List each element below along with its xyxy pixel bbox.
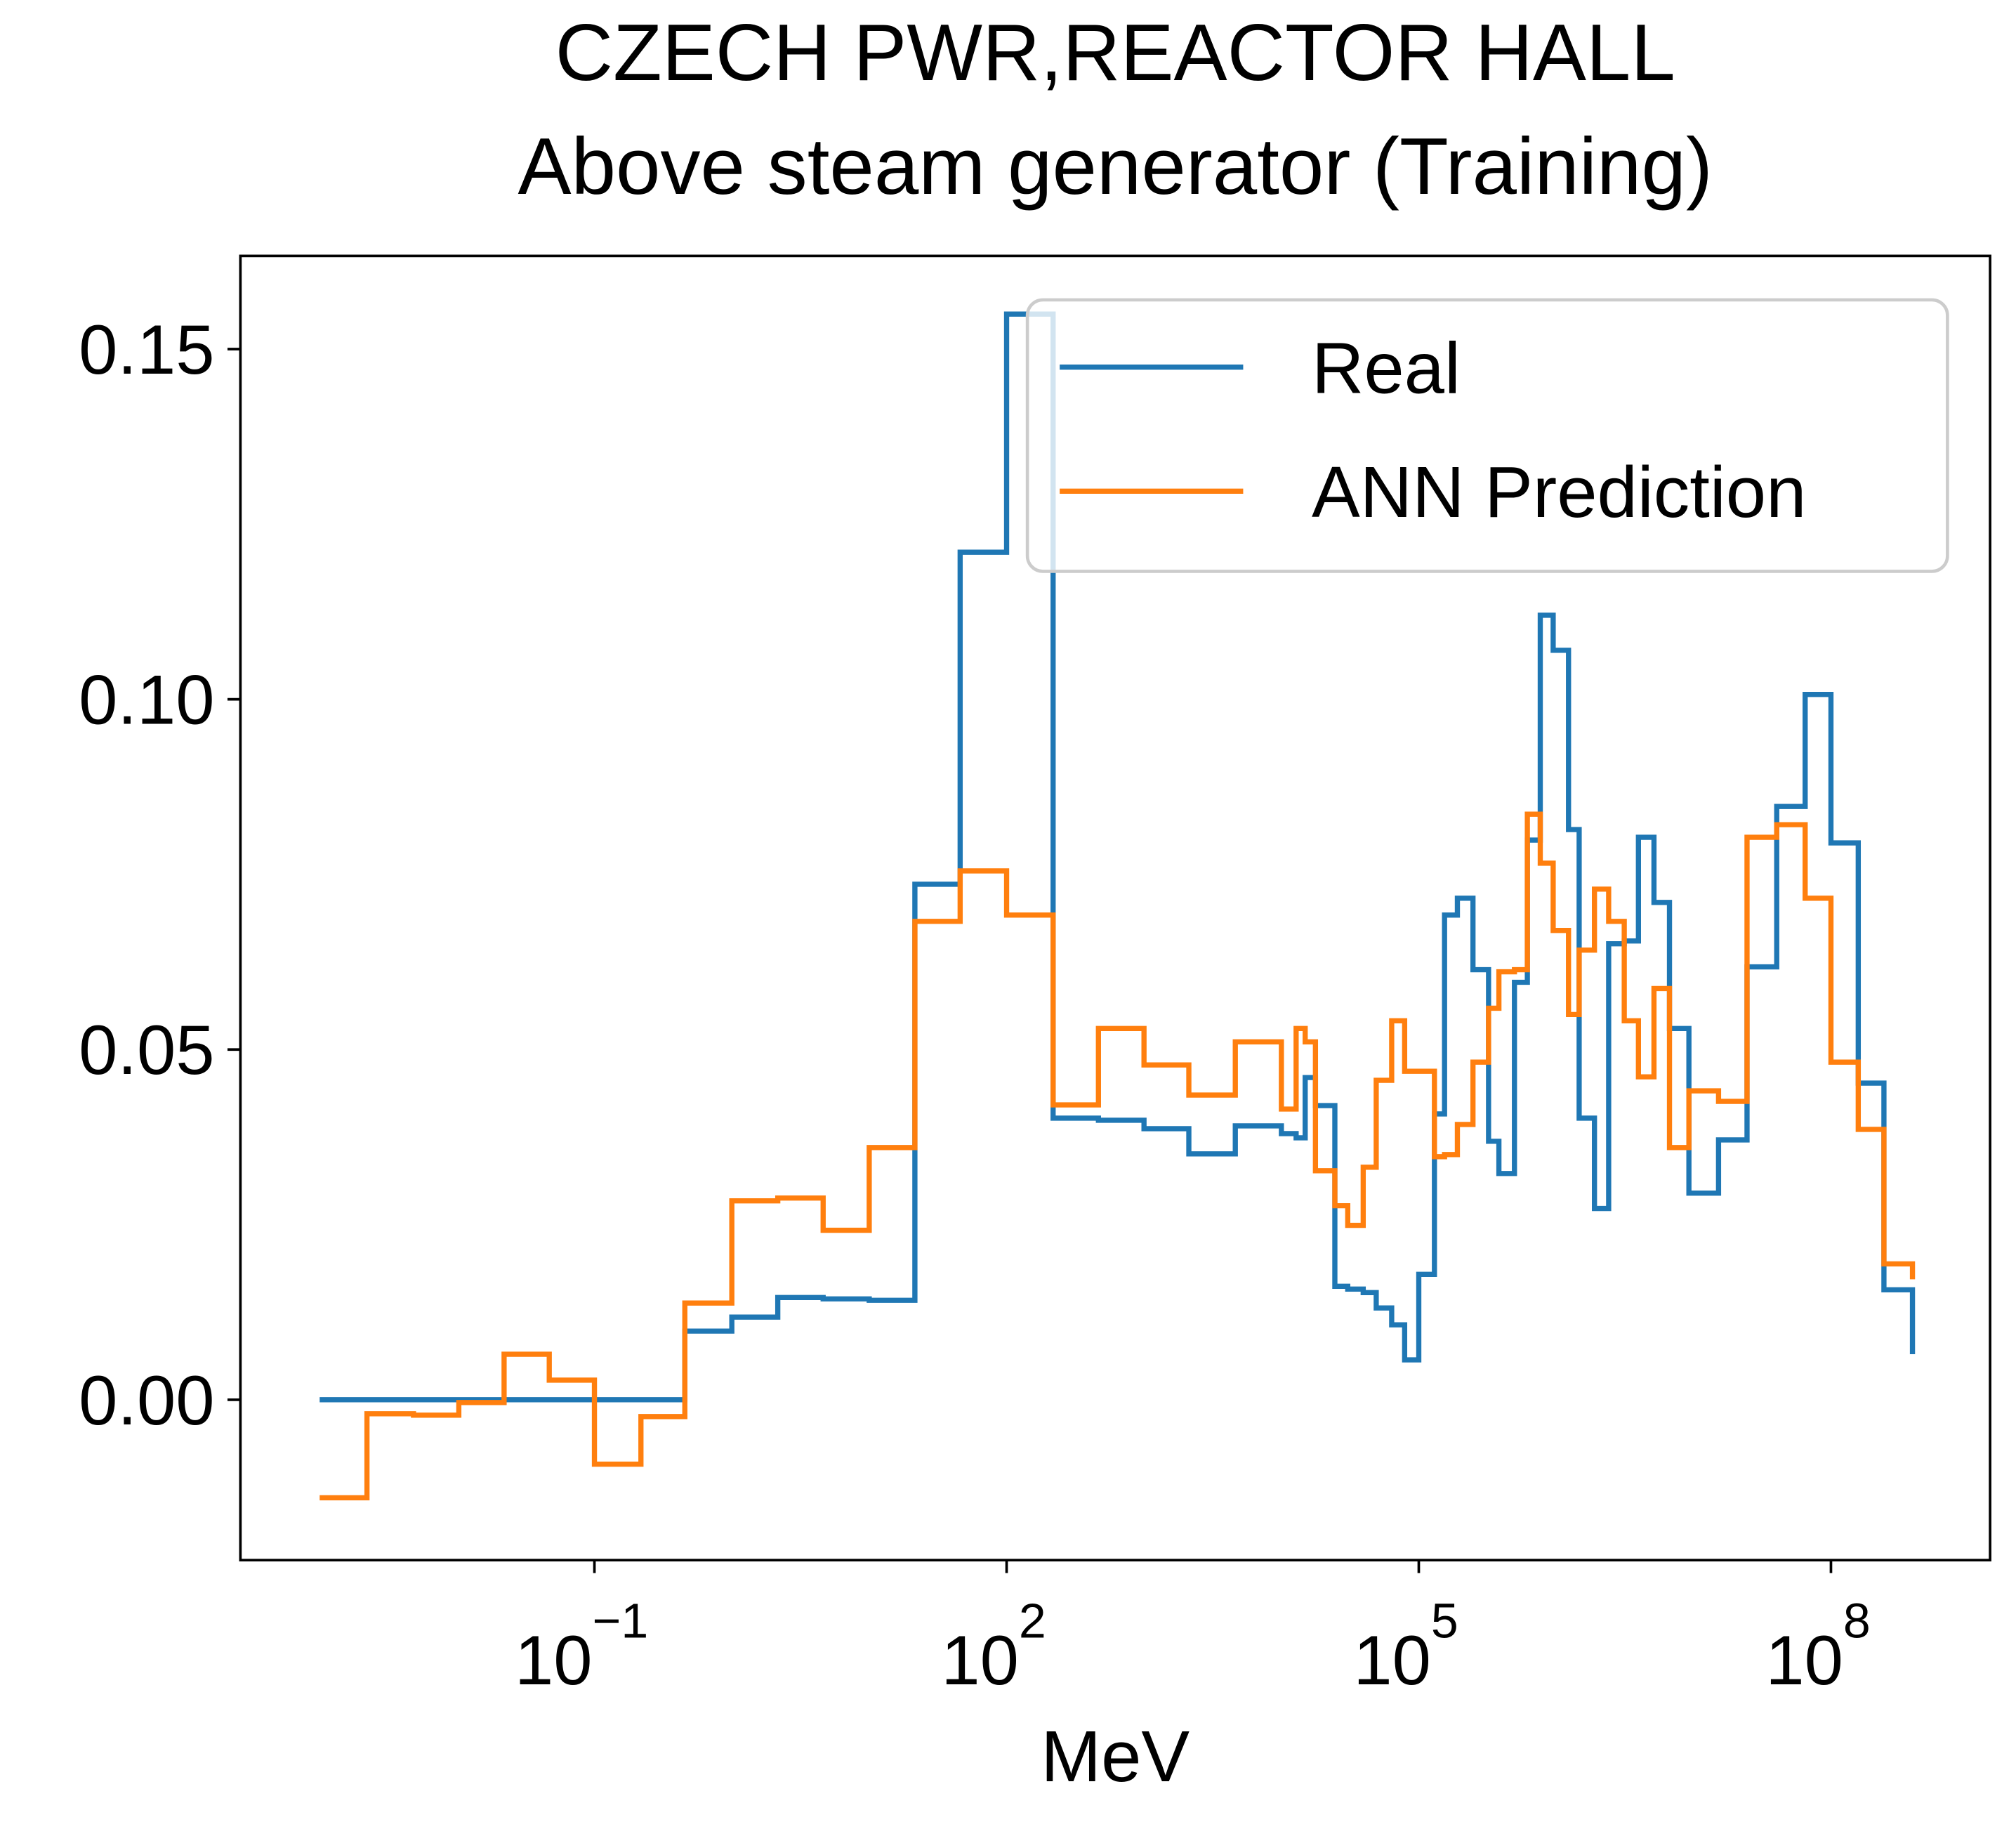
y-tick-label: 0.05 — [79, 1011, 214, 1089]
x-tick-exponent: 5 — [1431, 1594, 1458, 1648]
x-tick-exponent: 8 — [1843, 1594, 1871, 1648]
x-tick-label: 102 — [941, 1594, 1046, 1700]
x-tick-base: 10 — [941, 1622, 1019, 1700]
chart-title: CZECH PWR,REACTOR HALL — [555, 8, 1675, 98]
legend-label: Real — [1312, 327, 1461, 408]
legend-label: ANN Prediction — [1312, 452, 1806, 532]
y-tick-label: 0.00 — [79, 1362, 214, 1440]
x-tick-base: 10 — [1765, 1622, 1843, 1700]
chart-title: Above steam generator (Training) — [518, 122, 1713, 211]
x-tick-base: 10 — [1353, 1622, 1431, 1700]
x-axis-label: MeV — [1041, 1716, 1190, 1797]
plot-frame — [239, 254, 1991, 1562]
y-tick-label: 0.10 — [79, 662, 214, 740]
x-tick-base: 10 — [515, 1622, 593, 1700]
step-line — [319, 811, 1916, 1501]
legend-box — [1025, 298, 1949, 573]
x-tick-exponent: −1 — [593, 1594, 649, 1648]
x-tick-label: 10−1 — [515, 1594, 648, 1700]
y-tick-label: 0.15 — [79, 311, 214, 389]
x-tick-exponent: 2 — [1019, 1594, 1046, 1648]
x-tick-label: 108 — [1765, 1594, 1870, 1700]
x-tick-label: 105 — [1353, 1594, 1458, 1700]
